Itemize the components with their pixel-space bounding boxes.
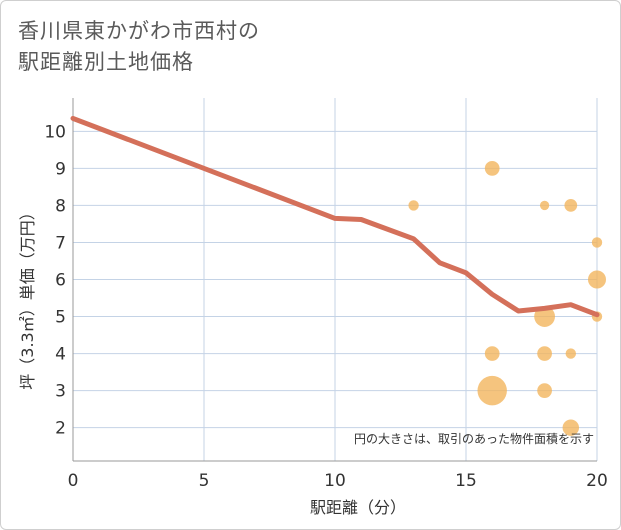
x-tick-label-2: 10 [324, 471, 346, 491]
scatter-point-9 [565, 348, 576, 359]
y-tick-label-5: 7 [55, 233, 66, 253]
scatter-point-3 [477, 375, 507, 406]
x-tick-label-0: 0 [68, 471, 79, 491]
chart-title-line-2: 駅距離別土地価格 [18, 50, 194, 74]
trend-line-group [70, 115, 600, 318]
chart-title: 香川県東かがわ市西村の 駅距離別土地価格 [18, 16, 260, 78]
x-tick-label-3: 15 [455, 471, 477, 491]
scatter-point-1 [484, 161, 500, 176]
scatter-point-6 [537, 346, 552, 361]
y-axis-label: 坪（3.3㎡）単価（万円） [18, 204, 37, 389]
scatter-points [408, 161, 607, 436]
trend-line [70, 115, 600, 318]
x-axis-label: 駅距離（分） [310, 498, 406, 517]
scatter-point-2 [484, 346, 500, 361]
scatter-point-10 [562, 419, 580, 436]
y-tick-labels: 2 3 4 5 6 7 8 9 10 [44, 122, 66, 438]
scatter-point-11 [591, 237, 603, 248]
chart-title-line-1: 香川県東かがわ市西村の [18, 19, 260, 43]
y-tick-label-6: 8 [55, 196, 66, 216]
size-note: 円の大きさは、取引のあった物件面積を示す [354, 431, 594, 446]
x-tick-label-1: 5 [199, 471, 210, 491]
y-tick-label-7: 9 [55, 159, 66, 179]
scatter-point-8 [564, 199, 578, 212]
y-tick-label-8: 10 [44, 122, 66, 142]
x-tick-label-4: 20 [586, 471, 608, 491]
grid-lines [72, 98, 598, 462]
x-tick-labels: 0 5 10 15 20 [68, 471, 608, 491]
scatter-point-0 [408, 200, 419, 211]
scatter-point-4 [539, 200, 550, 211]
scatter-point-7 [537, 383, 552, 398]
scatter-point-12 [587, 270, 607, 289]
y-tick-label-0: 2 [55, 419, 66, 439]
y-tick-label-3: 5 [55, 308, 66, 328]
y-tick-label-2: 4 [55, 345, 66, 365]
y-tick-label-4: 6 [55, 271, 66, 291]
y-tick-label-1: 3 [55, 382, 66, 402]
